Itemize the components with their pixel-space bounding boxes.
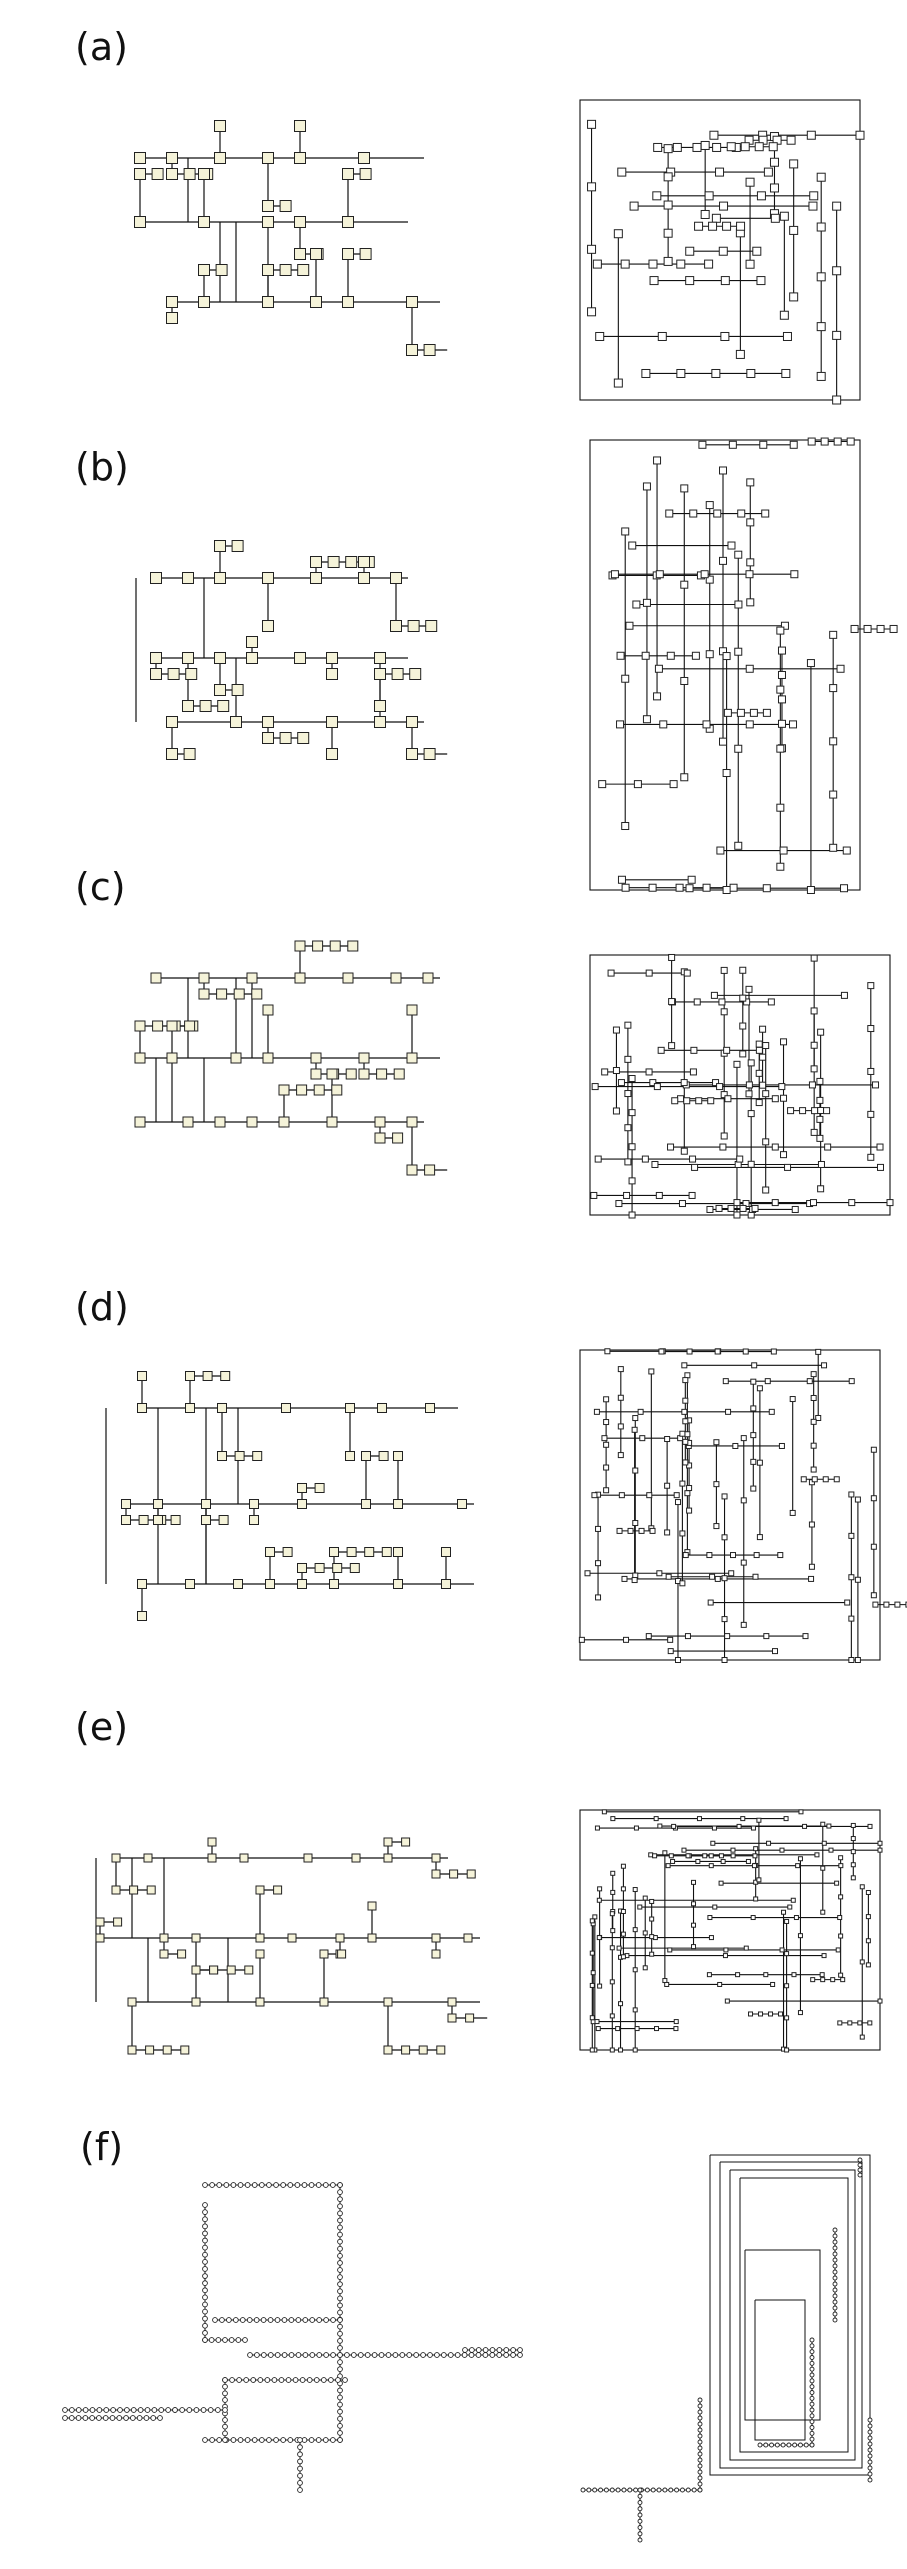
panel-label-e: (e) bbox=[75, 1705, 129, 1749]
panel-label-b: (b) bbox=[75, 445, 129, 489]
panel-label-f: (f) bbox=[80, 2125, 124, 2169]
graph-drawing-right-d bbox=[578, 1348, 907, 1663]
panel-label-c: (c) bbox=[75, 865, 126, 909]
graph-drawing-right-a bbox=[579, 99, 865, 405]
graph-drawing-left-d bbox=[105, 1371, 474, 1621]
graph-drawing-left-f bbox=[62, 2182, 523, 2493]
graph-drawing-left-b bbox=[135, 540, 448, 760]
graph-drawing-right-e bbox=[579, 1809, 883, 2053]
graph-drawing-right-b bbox=[589, 437, 898, 894]
panel-label-d: (d) bbox=[75, 1285, 129, 1329]
graph-drawing-left-c bbox=[134, 940, 448, 1176]
graph-drawing-right-c bbox=[589, 953, 894, 1219]
graph-drawing-right-f bbox=[580, 2154, 873, 2543]
panel-label-a: (a) bbox=[75, 25, 128, 69]
graph-drawing-left-e bbox=[95, 1837, 488, 2055]
graph-drawing-left-a bbox=[134, 120, 448, 356]
